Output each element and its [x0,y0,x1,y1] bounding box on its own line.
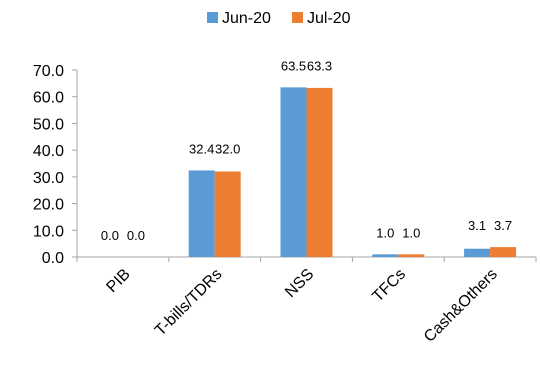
bar [306,87,333,257]
y-tick-label: 40.0 [33,143,64,160]
x-category-label: NSS [282,266,317,301]
y-tick-label: 50.0 [33,116,64,133]
data-label: 63.5 [281,58,306,73]
bar [214,171,241,257]
data-labels: 0.0 0.0 32.4 32.0 63.5 63.3 1.0 1.0 3.1 3.7 [101,58,512,243]
data-label: 3.7 [494,218,512,233]
data-label: 3.1 [468,218,486,233]
legend: Jun-20 Jul-20 [207,10,351,27]
y-tick-label: 30.0 [33,170,64,187]
y-tick-label: 70.0 [33,63,64,80]
y-tick-label: 10.0 [33,223,64,240]
x-axis: PIB T-bills/TDRs NSS TFCs Cash&Others [76,256,537,346]
x-category-label: T-bills/TDRs [152,266,226,340]
legend-swatch [207,12,218,23]
x-category-label: TFCs [369,266,409,306]
bar [372,254,399,257]
data-label: 1.0 [376,225,394,240]
data-label: 1.0 [402,225,420,240]
bars [188,87,517,257]
bar [490,247,517,257]
x-category-label: PIB [103,266,133,296]
legend-label: Jun-20 [222,10,271,27]
bar [464,248,491,257]
data-label: 0.0 [127,228,145,243]
data-label: 32.0 [215,141,240,156]
y-axis: 0.0 10.0 20.0 30.0 40.0 50.0 60.0 70.0 [33,63,78,267]
y-tick-label: 60.0 [33,90,64,107]
y-tick-label: 20.0 [33,197,64,214]
bar [280,87,307,257]
legend-label: Jul-20 [307,10,351,27]
data-label: 0.0 [101,228,119,243]
y-tick-label: 0.0 [42,250,64,267]
x-category-label: Cash&Others [421,266,501,346]
bar [398,254,425,257]
data-label: 32.4 [189,141,214,156]
bar [188,170,215,257]
legend-swatch [292,12,303,23]
data-label: 63.3 [307,58,332,73]
